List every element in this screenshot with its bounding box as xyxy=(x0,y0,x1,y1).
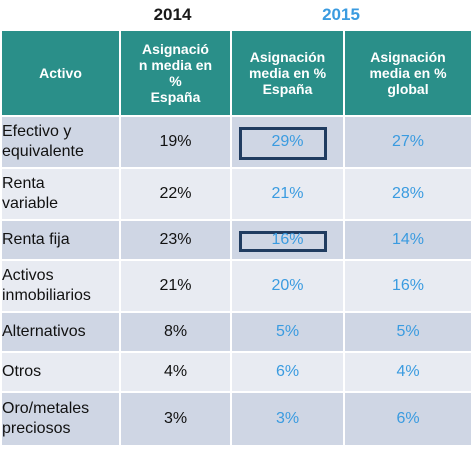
value-2015-spain: 3% xyxy=(230,391,345,447)
highlight-box xyxy=(239,231,327,252)
value-2015-spain-text: 16% xyxy=(271,231,304,248)
value-2015-global: 28% xyxy=(343,167,471,221)
value-2014-spain: 3% xyxy=(119,391,232,447)
value-2015-spain: 20% xyxy=(230,259,345,313)
value-2015-spain: 6% xyxy=(230,351,345,393)
value-2015-global: 4% xyxy=(343,351,471,393)
value-2015-spain-text: 6% xyxy=(275,363,300,380)
value-2014-spain: 4% xyxy=(119,351,232,393)
asset-label: Alternativos xyxy=(0,311,121,353)
asset-label: Oro/metales preciosos xyxy=(0,391,121,447)
table-row: Alternativos 8% 5% 5% xyxy=(0,311,471,353)
value-2015-spain-text: 21% xyxy=(271,185,304,202)
value-2015-spain-text: 20% xyxy=(271,277,304,294)
value-2015-spain: 16% xyxy=(230,219,345,261)
table-row: Activos inmobiliarios 21% 20% 16% xyxy=(0,259,471,313)
value-2015-spain: 29% xyxy=(230,115,345,169)
table-row: Oro/metales preciosos 3% 3% 6% xyxy=(0,391,471,447)
year-2015-label: 2015 xyxy=(322,5,360,24)
value-2015-spain: 21% xyxy=(230,167,345,221)
header-activo: Activo xyxy=(0,29,121,117)
value-2014-spain: 21% xyxy=(119,259,232,313)
allocation-table: Activo Asignació n media en% España Asigna… xyxy=(0,29,471,447)
value-2015-global: 6% xyxy=(343,391,471,447)
asset-label: Renta variable xyxy=(0,167,121,221)
table-row: Renta variable 22% 21% 28% xyxy=(0,167,471,221)
table-row: Otros 4% 6% 4% xyxy=(0,351,471,393)
value-2015-global: 27% xyxy=(343,115,471,169)
year-2014-label: 2014 xyxy=(153,5,192,24)
value-2015-spain-text: 5% xyxy=(275,323,300,340)
value-2014-spain: 19% xyxy=(119,115,232,169)
header-2014-spain: Asignació n media en% España xyxy=(119,29,232,117)
header-row: Activo Asignació n media en% España Asigna… xyxy=(0,29,471,117)
value-2014-spain: 23% xyxy=(119,219,232,261)
value-2015-global: 5% xyxy=(343,311,471,353)
table-row: Efectivo y equivalente 19% 29% 27% xyxy=(0,115,471,169)
header-2015-spain: Asignación media en % España xyxy=(230,29,345,117)
asset-label: Renta fija xyxy=(0,219,121,261)
value-2015-spain-text: 3% xyxy=(275,410,300,427)
asset-label: Otros xyxy=(0,351,121,393)
header-2015-global: Asignación media en % global xyxy=(343,29,471,117)
asset-label: Activos inmobiliarios xyxy=(0,259,121,313)
highlight-box xyxy=(239,127,327,160)
value-2015-global: 14% xyxy=(343,219,471,261)
value-2014-spain: 22% xyxy=(119,167,232,221)
table-row: Renta fija 23% 16% 14% xyxy=(0,219,471,261)
value-2015-spain: 5% xyxy=(230,311,345,353)
value-2015-spain-text: 29% xyxy=(271,133,304,150)
value-2015-global: 16% xyxy=(343,259,471,313)
asset-label: Efectivo y equivalente xyxy=(0,115,121,169)
value-2014-spain: 8% xyxy=(119,311,232,353)
